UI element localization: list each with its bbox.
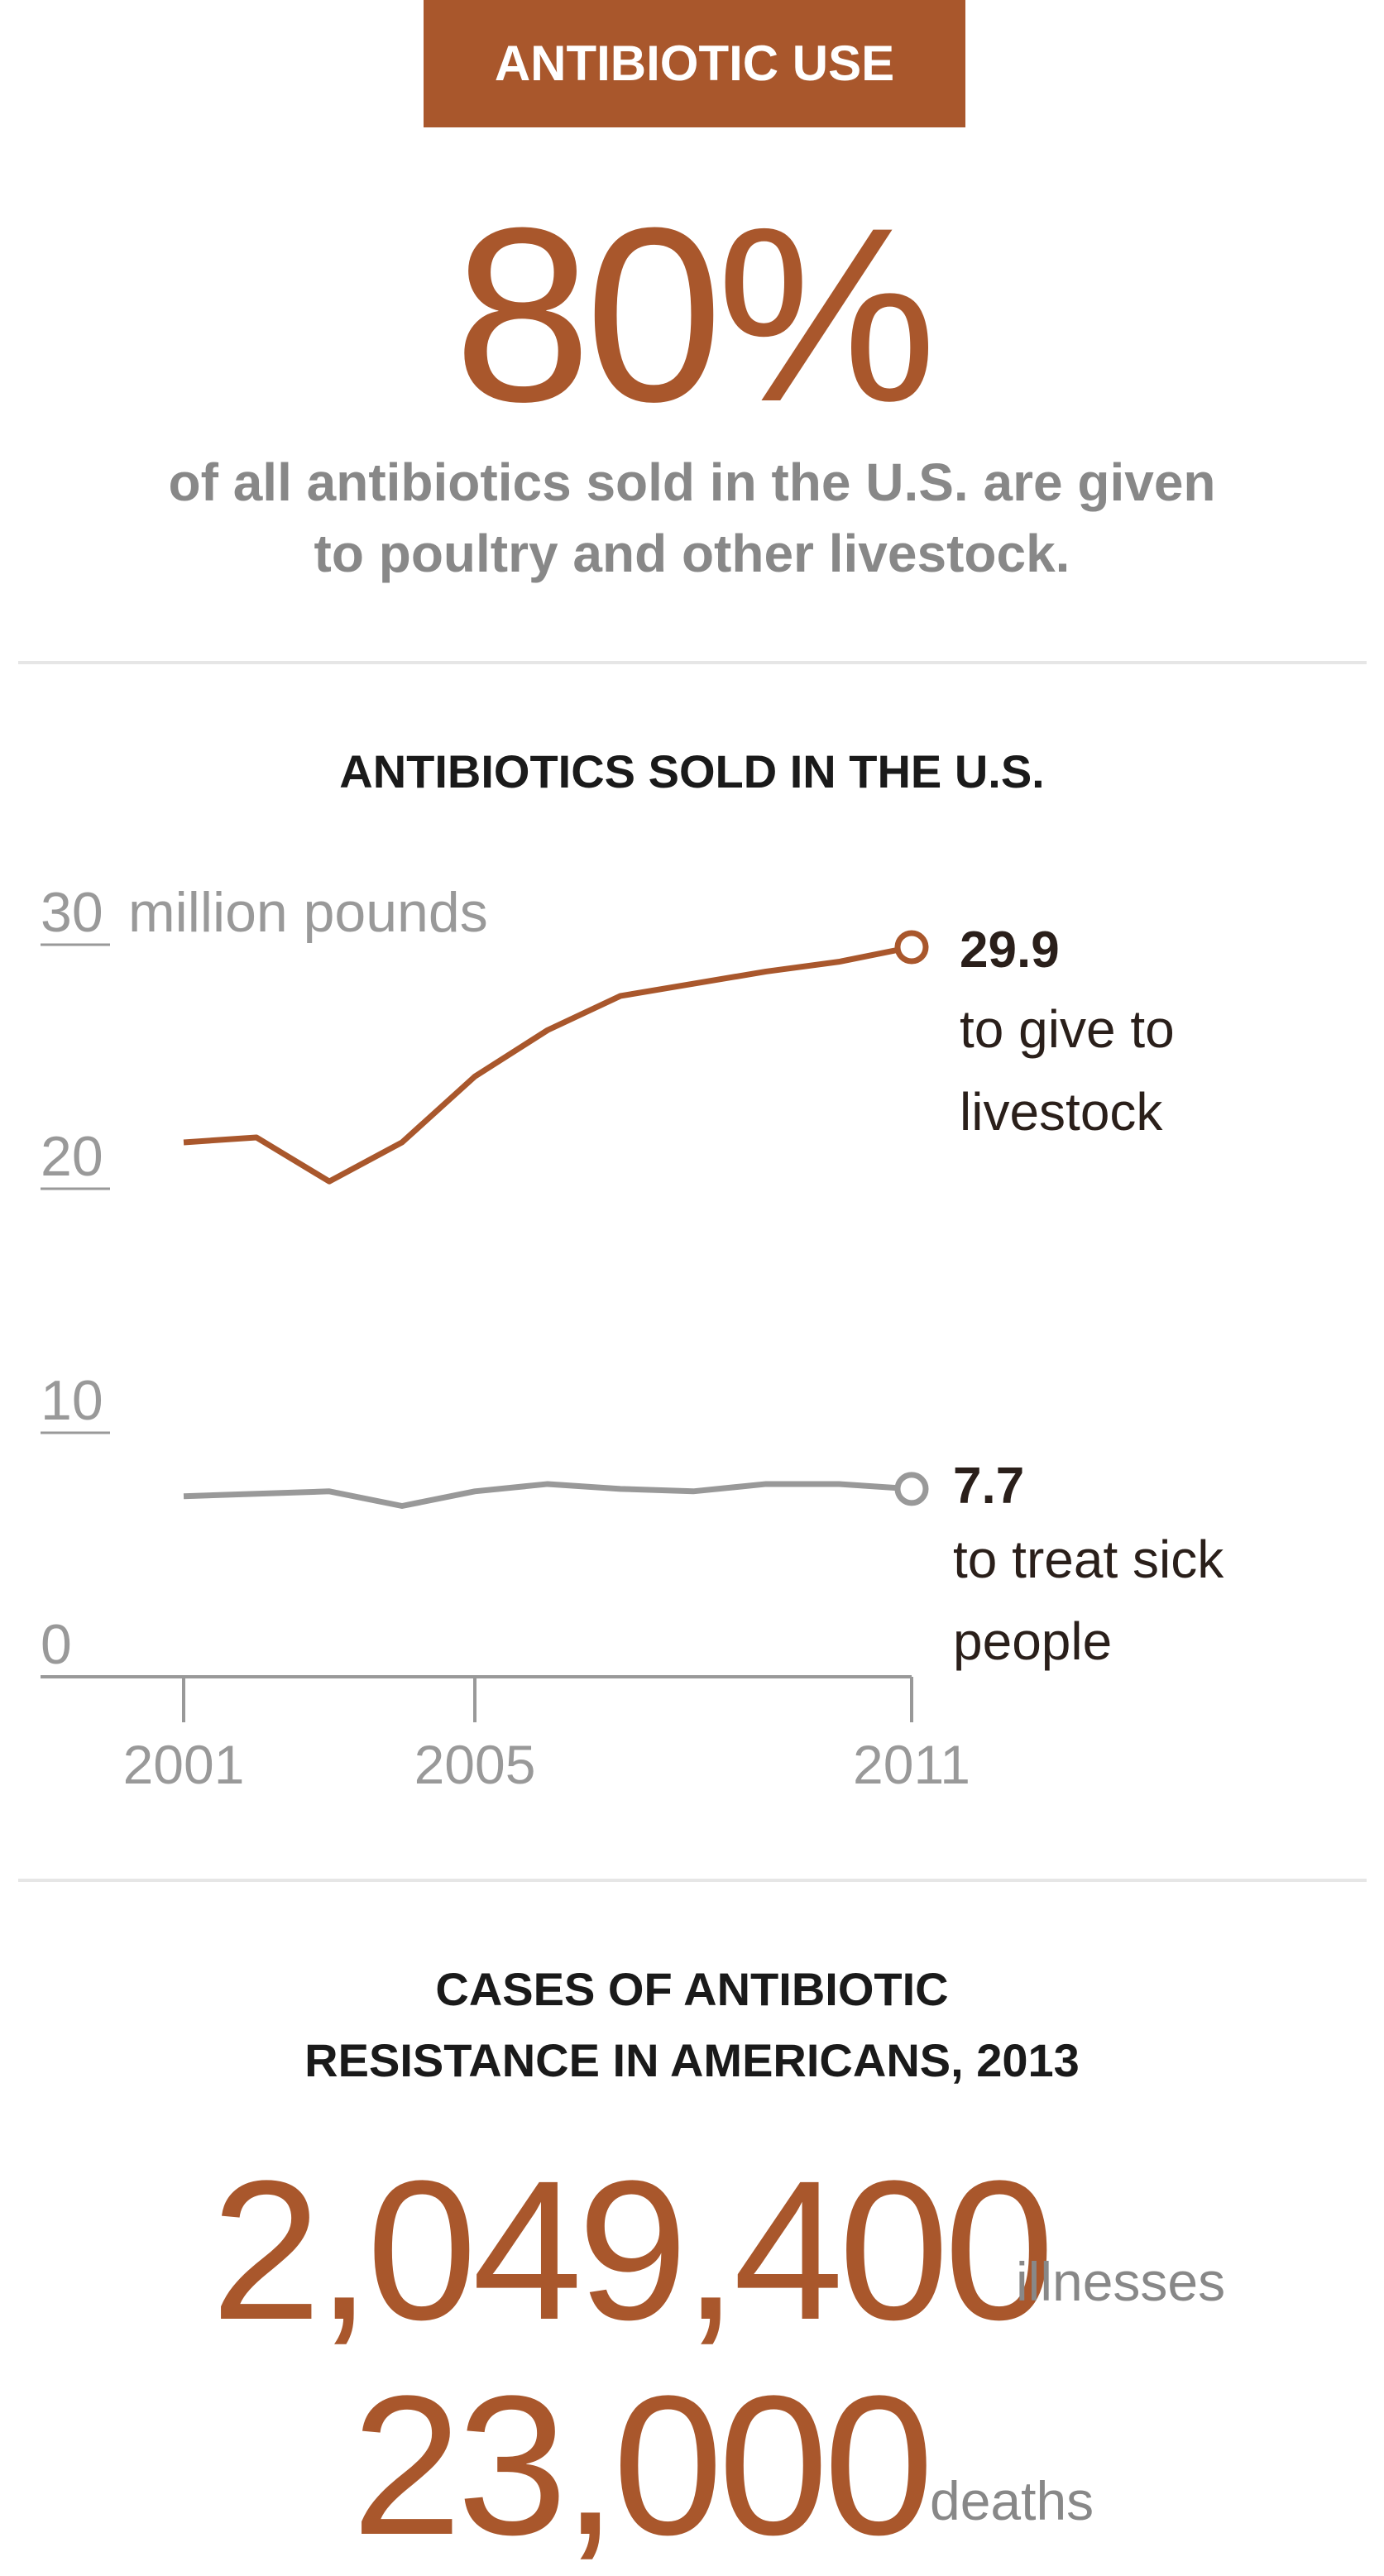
resistance-title-2: RESISTANCE IN AMERICANS, 2013 bbox=[304, 2034, 1080, 2086]
divider bbox=[18, 661, 1367, 664]
y-tick-label: 20 bbox=[41, 1125, 103, 1188]
series-label: people bbox=[953, 1611, 1112, 1671]
end-marker-people bbox=[894, 1472, 929, 1506]
divider bbox=[18, 1879, 1367, 1882]
x-tick-label: 2005 bbox=[414, 1734, 536, 1795]
headline-text-1: of all antibiotics sold in the U.S. are … bbox=[168, 452, 1216, 512]
deaths-value: 23,000 bbox=[352, 2354, 934, 2576]
end-value-label: 29.9 bbox=[960, 922, 1060, 979]
series-label: to treat sick bbox=[953, 1530, 1224, 1589]
series-line-livestock bbox=[183, 944, 912, 1185]
series-line-people bbox=[183, 1481, 912, 1509]
y-tick-label: 30 bbox=[41, 881, 103, 944]
illnesses-label: illnesses bbox=[1016, 2251, 1226, 2312]
end-marker-livestock bbox=[894, 930, 929, 965]
y-tick-label: 0 bbox=[41, 1613, 72, 1676]
headline-percent: 80% bbox=[453, 175, 936, 453]
x-tick-label: 2011 bbox=[853, 1734, 970, 1795]
illnesses-value: 2,049,400 bbox=[211, 2139, 1055, 2361]
chart-title: ANTIBIOTICS SOLD IN THE U.S. bbox=[339, 745, 1045, 797]
series-label: livestock bbox=[960, 1082, 1163, 1142]
y-tick-label: 10 bbox=[41, 1369, 103, 1432]
headline-text-2: to poultry and other livestock. bbox=[314, 524, 1070, 583]
series-label: to give to bbox=[960, 999, 1175, 1059]
section-badge: ANTIBIOTIC USE bbox=[424, 0, 965, 127]
x-tick-label: 2001 bbox=[123, 1734, 245, 1795]
y-axis-unit-label: million pounds bbox=[128, 881, 488, 944]
deaths-label: deaths bbox=[930, 2470, 1094, 2531]
resistance-title-1: CASES OF ANTIBIOTIC bbox=[435, 1963, 949, 2015]
end-value-label: 7.7 bbox=[953, 1458, 1024, 1515]
